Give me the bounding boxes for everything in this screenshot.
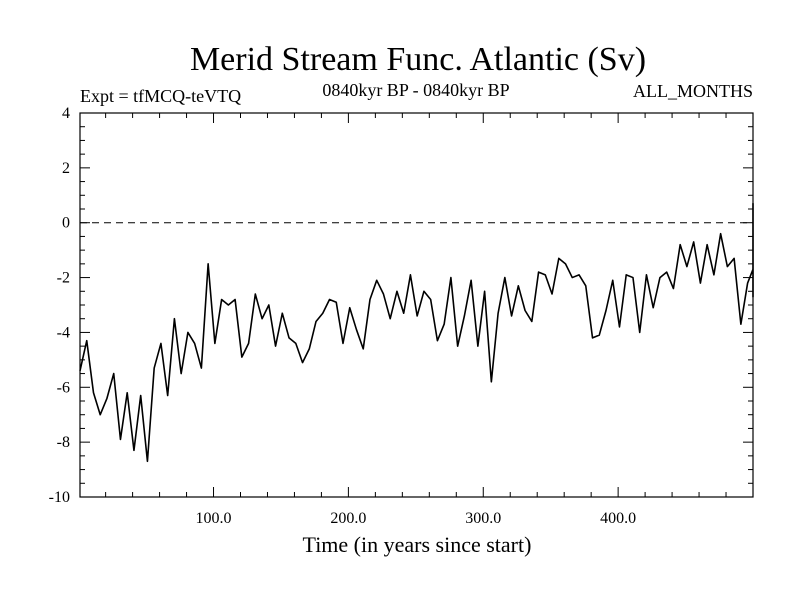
chart-title: Merid Stream Func. Atlantic (Sv) — [190, 41, 646, 78]
y-tick-label: 0 — [62, 215, 70, 232]
data-series-line — [79, 202, 754, 463]
experiment-label: Expt = tfMCQ-teVTQ — [80, 86, 241, 106]
y-tick-label: -4 — [57, 324, 70, 341]
y-tick-label: -6 — [57, 379, 70, 396]
x-tick-label: 300.0 — [465, 510, 501, 527]
y-tick-label: -8 — [57, 434, 70, 451]
x-tick-label: 200.0 — [330, 510, 366, 527]
x-tick-label: 400.0 — [600, 510, 636, 527]
axis-ticks — [80, 112, 754, 498]
time-range-label: 0840kyr BP - 0840kyr BP — [322, 80, 509, 100]
y-axis-tick-labels: -10 -8 -6 -4 -2 0 2 4 — [49, 105, 70, 506]
plot-frame — [79, 112, 754, 498]
y-tick-label: 4 — [62, 105, 70, 122]
x-axis-title: Time (in years since start) — [303, 532, 532, 557]
y-tick-label: -2 — [57, 270, 70, 287]
y-tick-label: 2 — [62, 160, 70, 177]
y-tick-label: -10 — [49, 489, 70, 506]
months-label: ALL_MONTHS — [633, 81, 753, 101]
x-tick-label: 100.0 — [196, 510, 232, 527]
x-axis-tick-labels: 100.0 200.0 300.0 400.0 — [196, 510, 637, 527]
